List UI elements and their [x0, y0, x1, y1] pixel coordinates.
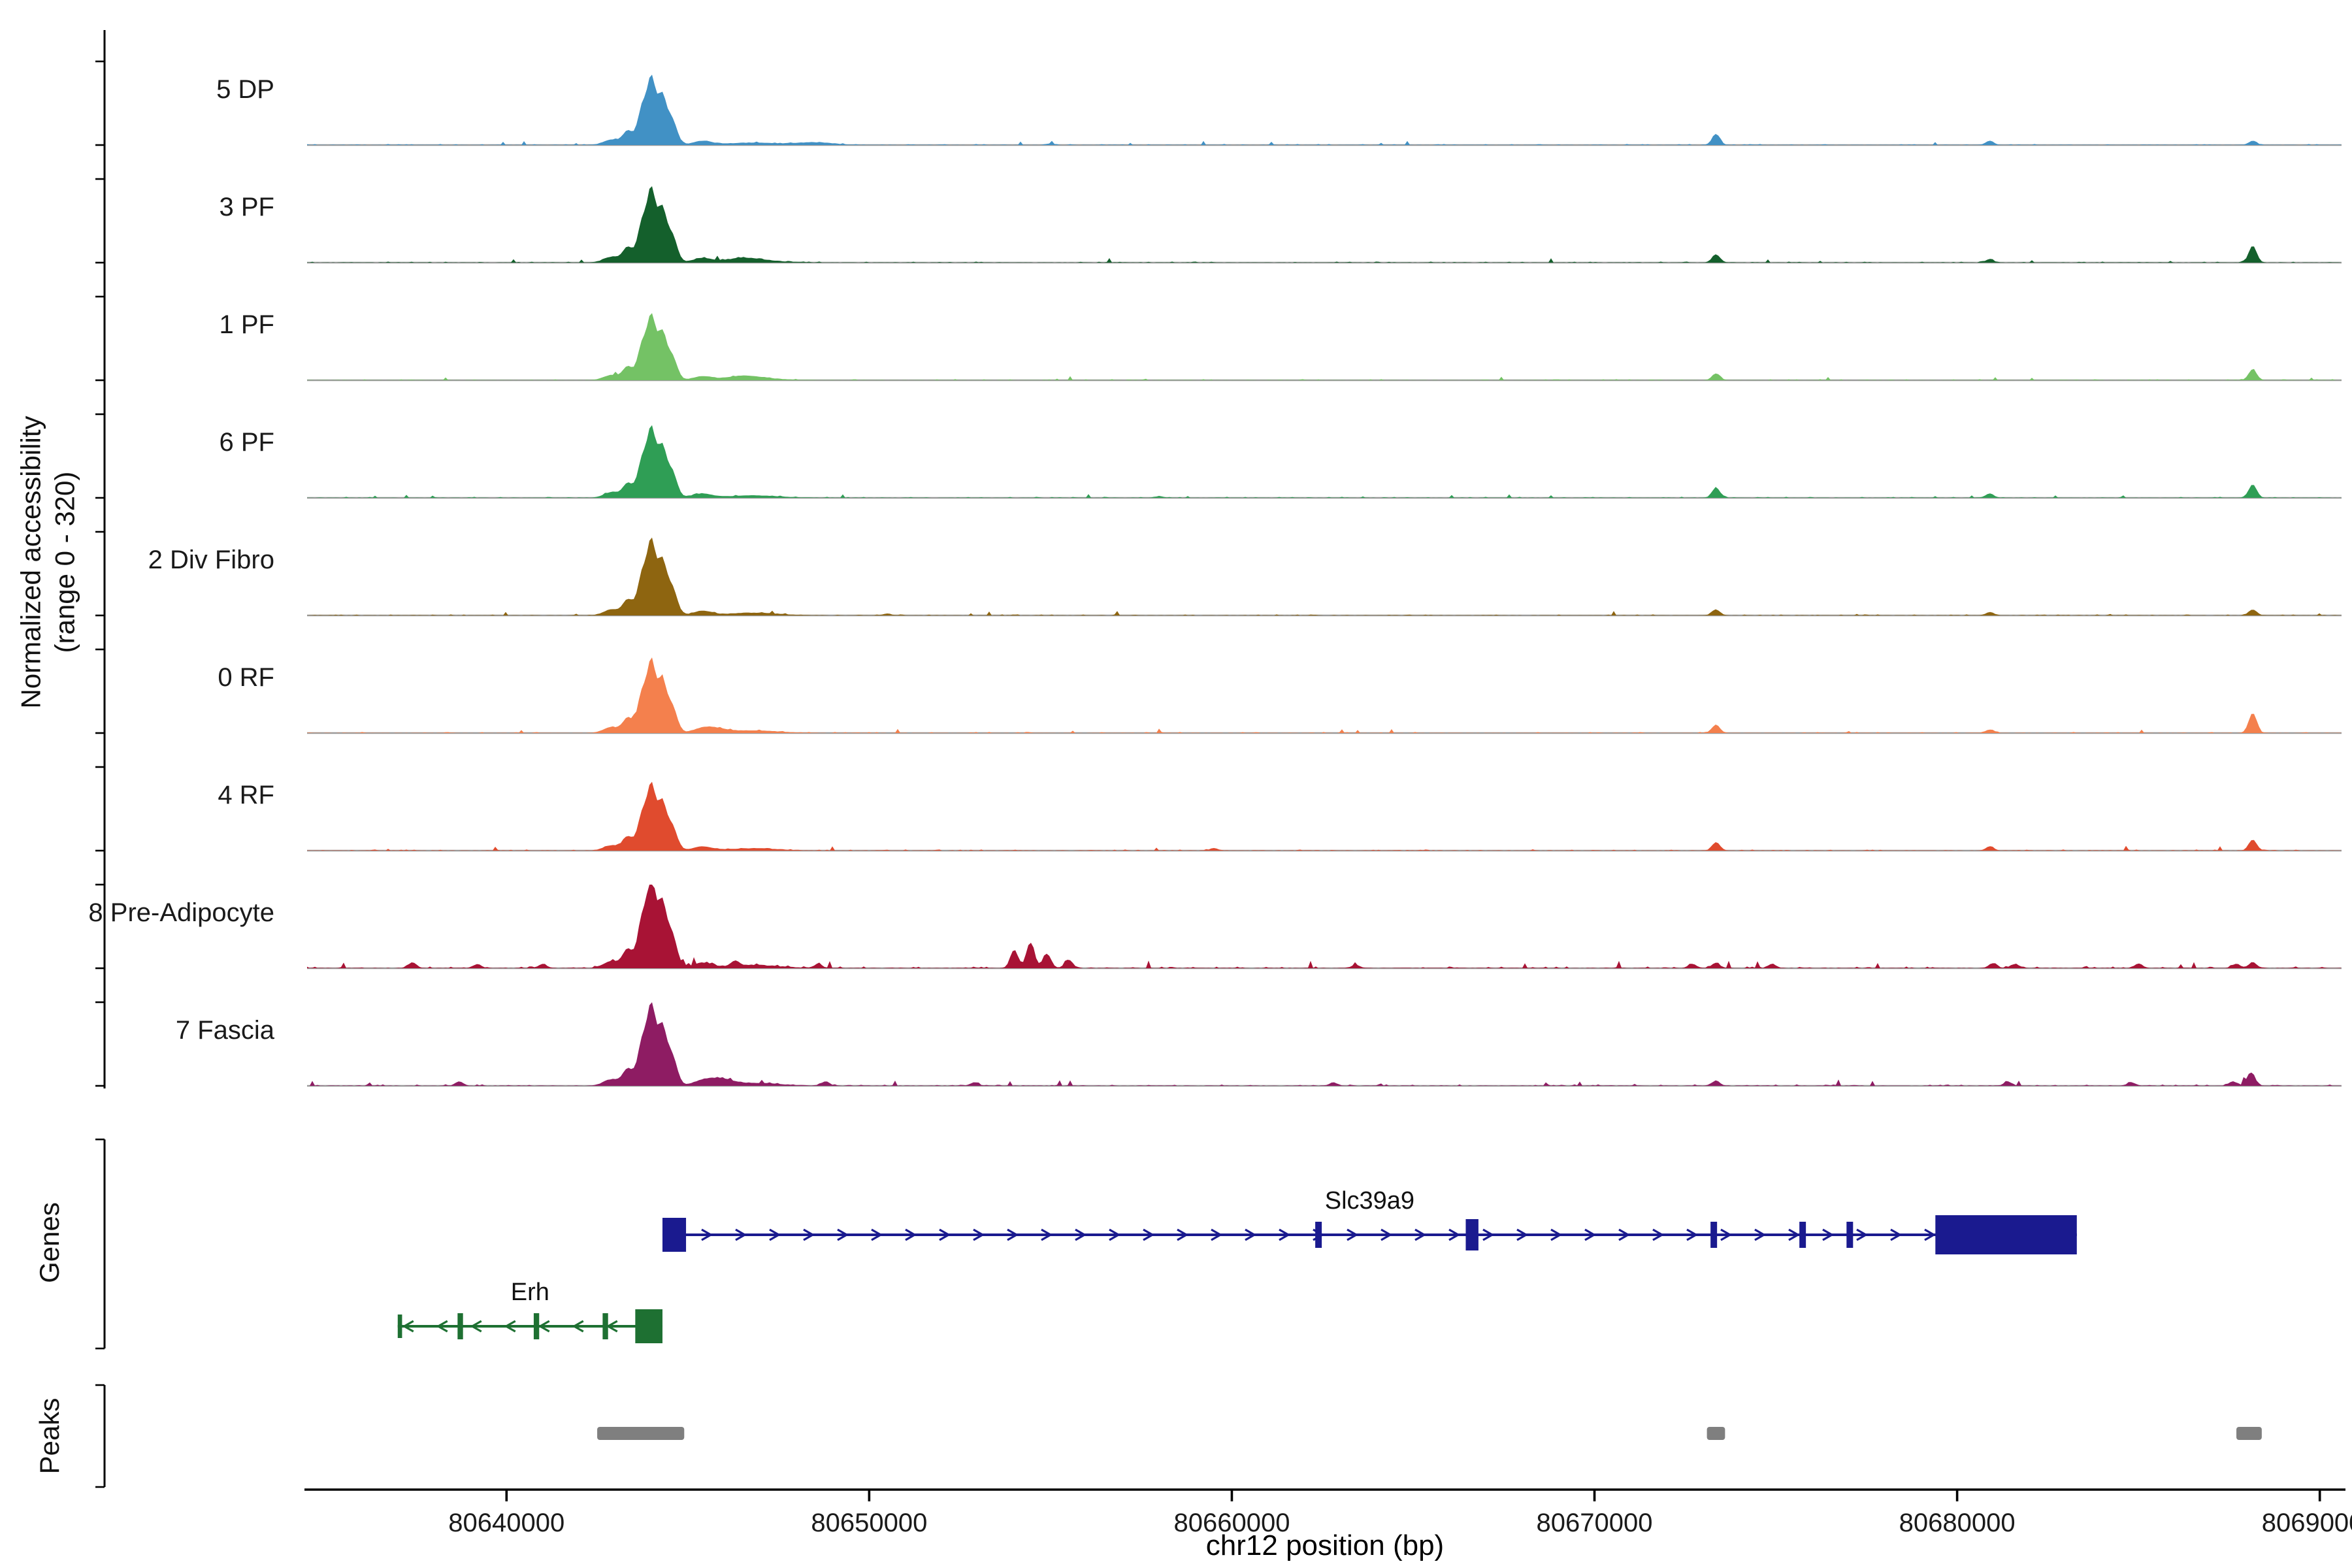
- strand-arrow-icon: [939, 1228, 951, 1241]
- signal-track-2-div-fibro: [307, 537, 2342, 615]
- signal-track-5-dp: [307, 74, 2342, 145]
- strand-arrow-icon: [1448, 1228, 1461, 1241]
- strand-arrow-icon: [470, 1320, 482, 1333]
- gene-name-label: Erh: [511, 1279, 549, 1306]
- gene-exon-erh: [533, 1313, 540, 1339]
- strand-arrow-icon: [1143, 1228, 1155, 1241]
- strand-arrow-icon: [1516, 1228, 1529, 1241]
- peak-region: [2236, 1427, 2262, 1440]
- strand-arrow-icon: [769, 1228, 781, 1241]
- peaks-section-label: Peaks: [35, 1397, 65, 1475]
- x-axis-tick-label: 80640000: [448, 1509, 564, 1537]
- x-axis-tick-label: 80660000: [1173, 1509, 1290, 1537]
- gene-exon-slc39a9: [1935, 1215, 2077, 1254]
- strand-arrow-icon: [735, 1228, 747, 1241]
- gene-exon-slc39a9: [1799, 1222, 1806, 1248]
- strand-arrow-icon: [1007, 1228, 1019, 1241]
- gene-exon-slc39a9: [1465, 1219, 1478, 1250]
- strand-arrow-icon: [1584, 1228, 1597, 1241]
- strand-arrow-icon: [1686, 1228, 1699, 1241]
- signal-track-6-pf: [307, 425, 2342, 498]
- x-axis-tick-label: 80680000: [1899, 1509, 2016, 1537]
- track-label: 6 PF: [220, 428, 274, 457]
- gene-exon-erh: [457, 1313, 463, 1339]
- track-label: 4 RF: [218, 781, 274, 809]
- track-label: 8 Pre-Adipocyte: [88, 898, 274, 927]
- track-label: 3 PF: [220, 193, 274, 221]
- signal-track-4-rf: [307, 781, 2342, 851]
- strand-arrow-icon: [803, 1228, 815, 1241]
- track-label: 7 Fascia: [176, 1016, 275, 1045]
- gene-exon-erh: [602, 1313, 608, 1339]
- x-axis-tick-label: 80670000: [1537, 1509, 1653, 1537]
- strand-arrow-icon: [1075, 1228, 1087, 1241]
- strand-arrow-icon: [1177, 1228, 1189, 1241]
- strand-arrow-icon: [701, 1228, 713, 1241]
- strand-arrow-icon: [1482, 1228, 1495, 1241]
- gene-exon-slc39a9: [1315, 1222, 1322, 1248]
- x-axis-title: chr12 position (bp): [1205, 1529, 1445, 1561]
- strand-arrow-icon: [1924, 1228, 1936, 1241]
- gene-exon-erh: [397, 1315, 402, 1338]
- peak-region: [597, 1427, 685, 1440]
- strand-arrow-icon: [1279, 1228, 1291, 1241]
- y-axis-title-line2: (range 0 - 320): [51, 471, 81, 653]
- strand-arrow-icon: [905, 1228, 917, 1241]
- strand-arrow-icon: [572, 1320, 584, 1333]
- track-label: 0 RF: [218, 663, 274, 692]
- y-axis-title: Normalized accessibility (range 0 - 320): [16, 367, 84, 759]
- gene-name-label: Slc39a9: [1325, 1187, 1414, 1215]
- strand-arrow-icon: [402, 1320, 414, 1333]
- gene-exon-erh: [635, 1309, 662, 1343]
- peak-region: [1707, 1427, 1725, 1440]
- y-axis-title-line1: Normalized accessibility: [16, 416, 47, 709]
- strand-arrow-icon: [1347, 1228, 1359, 1241]
- gene-exon-slc39a9: [662, 1218, 687, 1252]
- track-label: 2 Div Fibro: [148, 546, 274, 574]
- strand-arrow-icon: [1245, 1228, 1257, 1241]
- strand-arrow-icon: [436, 1320, 448, 1333]
- strand-arrow-icon: [538, 1320, 550, 1333]
- strand-arrow-icon: [1720, 1228, 1733, 1241]
- strand-arrow-icon: [837, 1228, 849, 1241]
- strand-arrow-icon: [606, 1320, 618, 1333]
- strand-arrow-icon: [1618, 1228, 1631, 1241]
- strand-arrow-icon: [1652, 1228, 1665, 1241]
- strand-arrow-icon: [1380, 1228, 1393, 1241]
- strand-arrow-icon: [1211, 1228, 1223, 1241]
- strand-arrow-icon: [1109, 1228, 1121, 1241]
- gene-exon-slc39a9: [1846, 1222, 1854, 1248]
- x-axis-tick-label: 80650000: [811, 1509, 927, 1537]
- strand-arrow-icon: [1856, 1228, 1869, 1241]
- strand-arrow-icon: [1822, 1228, 1835, 1241]
- signal-track-8-pre-adipocyte: [307, 885, 2342, 968]
- strand-arrow-icon: [973, 1228, 985, 1241]
- strand-arrow-icon: [1550, 1228, 1563, 1241]
- strand-arrow-icon: [1041, 1228, 1053, 1241]
- signal-track-3-pf: [307, 186, 2342, 263]
- strand-arrow-icon: [1414, 1228, 1427, 1241]
- track-label: 1 PF: [220, 310, 274, 339]
- gene-exon-slc39a9: [1710, 1222, 1718, 1248]
- genes-section-label: Genes: [35, 1202, 65, 1283]
- strand-arrow-icon: [871, 1228, 883, 1241]
- strand-arrow-icon: [504, 1320, 516, 1333]
- signal-track-1-pf: [307, 313, 2342, 380]
- signal-track-0-rf: [307, 657, 2342, 733]
- strand-arrow-icon: [1754, 1228, 1767, 1241]
- strand-arrow-icon: [1788, 1228, 1801, 1241]
- track-label: 5 DP: [216, 75, 274, 104]
- x-axis-tick-label: 80690000: [2262, 1509, 2352, 1537]
- strand-arrow-icon: [1890, 1228, 1903, 1241]
- signal-track-7-fascia: [307, 1002, 2342, 1086]
